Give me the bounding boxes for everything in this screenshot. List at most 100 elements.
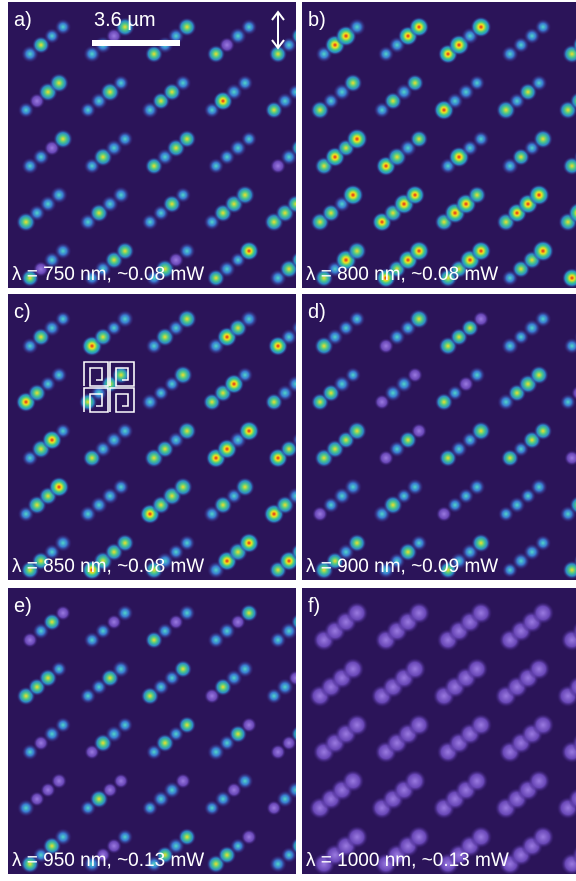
spot	[113, 75, 129, 91]
panel-caption: λ = 850 nm, ~0.08 mW	[12, 556, 204, 577]
spot	[117, 423, 134, 440]
spot	[175, 187, 191, 203]
spot	[532, 602, 554, 624]
panel	[302, 2, 576, 288]
spot	[240, 604, 258, 622]
spot	[342, 770, 364, 792]
spot	[239, 533, 259, 553]
spot	[532, 826, 554, 848]
spot	[240, 310, 258, 328]
spot	[411, 423, 426, 438]
panel	[8, 294, 320, 580]
spot	[469, 75, 485, 91]
spot	[409, 17, 429, 37]
spot	[532, 240, 554, 262]
spot	[346, 602, 368, 624]
spot	[466, 770, 488, 792]
spot	[469, 367, 486, 384]
spot	[469, 479, 486, 496]
spot	[173, 477, 192, 496]
spot	[241, 829, 256, 844]
spot	[528, 184, 549, 205]
spot	[405, 185, 425, 205]
panel-label: d)	[308, 301, 326, 323]
spot	[470, 602, 492, 624]
spot	[237, 367, 253, 383]
spot	[473, 311, 488, 326]
spot	[117, 131, 133, 147]
spot	[55, 717, 71, 733]
spot	[241, 131, 257, 147]
panel-caption: λ = 950 nm, ~0.13 mW	[12, 850, 204, 871]
spot	[532, 714, 554, 736]
spot	[404, 658, 426, 680]
spot	[174, 660, 192, 678]
spot	[116, 310, 134, 328]
spot	[409, 241, 429, 261]
spot	[112, 186, 129, 203]
spot	[178, 130, 196, 148]
panel-caption: λ = 800 nm, ~0.08 mW	[306, 264, 498, 285]
spot	[471, 241, 491, 261]
spot	[349, 311, 365, 327]
scale-bar-label: 3.6 µm	[94, 9, 156, 31]
spot	[175, 75, 191, 91]
spot	[471, 421, 490, 440]
spot	[466, 658, 488, 680]
spot	[235, 477, 254, 496]
panel	[302, 588, 576, 875]
spot	[470, 714, 492, 736]
spot	[530, 478, 547, 495]
spot	[237, 773, 254, 790]
spot	[116, 242, 135, 261]
panel-caption: λ = 750 nm, ~0.08 mW	[12, 264, 204, 285]
spot	[346, 826, 368, 848]
spot	[239, 241, 259, 261]
panel-label: a)	[14, 9, 32, 31]
spot	[345, 367, 361, 383]
spot	[344, 74, 363, 93]
spot	[408, 714, 430, 736]
spot	[342, 184, 363, 205]
spot	[116, 534, 134, 552]
spot	[411, 535, 427, 551]
spot	[471, 17, 492, 38]
spot	[348, 534, 367, 553]
spot	[178, 422, 197, 441]
scale-bar	[92, 40, 180, 46]
spot	[288, 670, 303, 685]
spot	[179, 605, 196, 622]
spot	[112, 660, 130, 678]
spot	[531, 75, 548, 92]
spot	[178, 18, 197, 37]
spot	[347, 241, 366, 260]
panel	[302, 294, 576, 580]
spot	[535, 19, 551, 35]
spot	[410, 130, 428, 148]
spot	[55, 243, 72, 260]
spot	[346, 128, 367, 149]
spot	[54, 534, 72, 552]
spot	[406, 74, 424, 92]
spot	[407, 479, 424, 496]
spot	[51, 367, 67, 383]
spot	[114, 774, 129, 789]
spot	[344, 478, 362, 496]
panel-label: b)	[308, 9, 326, 31]
spot	[173, 365, 192, 384]
page: {"figure": { "scale_bar": "3.6 µm", "pan…	[0, 0, 576, 876]
spot	[175, 773, 190, 788]
spot	[239, 421, 259, 441]
panel	[8, 588, 320, 874]
spot	[528, 770, 550, 792]
spot	[528, 658, 550, 680]
spot	[408, 602, 430, 624]
spot	[241, 19, 257, 35]
spot	[409, 309, 429, 329]
panel-caption: λ = 1000 nm, ~0.13 mW	[306, 850, 509, 871]
spot	[533, 129, 552, 148]
spot	[177, 309, 196, 328]
spot	[178, 716, 196, 734]
spot	[347, 421, 366, 440]
spot	[408, 826, 430, 848]
